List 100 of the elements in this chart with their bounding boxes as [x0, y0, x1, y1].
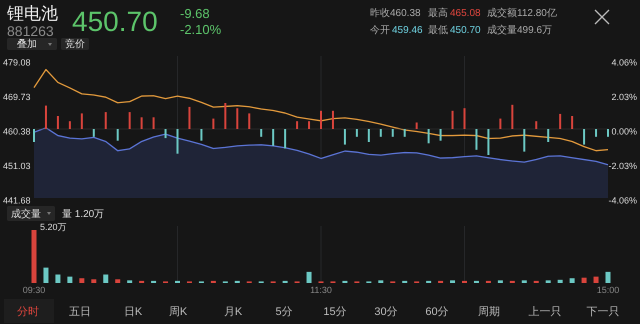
- bar: [79, 278, 84, 283]
- bar: [236, 108, 238, 129]
- y2-tick-label: 2.03%: [611, 92, 637, 102]
- bar: [152, 117, 155, 129]
- bar: [80, 113, 83, 129]
- bar: [378, 280, 384, 283]
- bar: [188, 106, 190, 129]
- bar: [68, 121, 71, 129]
- bar: [368, 129, 370, 142]
- y2-tick-label: -2.03%: [608, 161, 637, 171]
- text: -2.10%: [180, 22, 222, 37]
- bar: [356, 129, 358, 137]
- bar: [498, 280, 503, 283]
- text: 成交量: [11, 208, 41, 220]
- bar: [475, 129, 478, 150]
- bar: [570, 278, 575, 283]
- x-tick-label: 11:30: [310, 285, 332, 295]
- bar: [452, 110, 454, 129]
- text: 量 1.20万: [62, 209, 104, 220]
- bar: [200, 129, 202, 141]
- bar: [164, 129, 167, 138]
- y2-tick-label: -4.06%: [608, 196, 637, 206]
- bar: [380, 129, 382, 137]
- text: 5分: [275, 306, 293, 318]
- y2-tick-label: 0.00%: [611, 126, 637, 136]
- bar: [260, 129, 262, 137]
- bar: [547, 129, 550, 142]
- x-tick-label: 15:00: [596, 285, 620, 295]
- bar: [104, 112, 107, 129]
- bar: [535, 121, 538, 129]
- text: 日K: [124, 306, 143, 318]
- bar: [499, 118, 502, 129]
- text: 竞价: [65, 38, 85, 50]
- bar: [56, 116, 59, 129]
- bar: [67, 276, 72, 283]
- y2-tick-label: 4.06%: [611, 58, 637, 68]
- text: 下一只: [586, 306, 620, 318]
- bar: [320, 110, 322, 129]
- text: 450.70: [72, 6, 158, 37]
- x-tick-label: 09:30: [22, 285, 46, 295]
- bar: [33, 129, 35, 142]
- bar: [248, 113, 250, 129]
- text: 叠加: [17, 38, 37, 50]
- bar: [296, 121, 298, 129]
- text: 成交额112.80亿: [487, 7, 557, 19]
- y-tick-label: 451.03: [3, 161, 31, 171]
- bar: [487, 129, 490, 155]
- bar: [55, 274, 60, 283]
- bar: [176, 129, 178, 154]
- bar: [140, 117, 143, 129]
- y-tick-label: 469.73: [3, 92, 31, 102]
- text: -9.68: [180, 6, 210, 21]
- bar: [558, 280, 563, 283]
- text: 30分: [374, 306, 398, 318]
- bar: [212, 118, 214, 129]
- bar: [404, 129, 406, 137]
- text: 五日: [69, 306, 91, 318]
- bar: [582, 278, 587, 283]
- bar: [583, 129, 586, 145]
- bar: [306, 272, 312, 283]
- text: 459.46: [392, 25, 424, 36]
- text: 最高: [428, 7, 448, 19]
- bar: [522, 280, 527, 283]
- text: 周K: [168, 306, 188, 318]
- bar: [44, 106, 47, 129]
- bar: [464, 108, 466, 129]
- bar: [116, 129, 119, 141]
- bar: [607, 129, 609, 137]
- bar: [511, 104, 514, 129]
- bar: [127, 280, 132, 283]
- bar: [606, 272, 610, 283]
- bar: [523, 129, 526, 152]
- bar: [392, 129, 394, 137]
- bar: [571, 116, 574, 129]
- chart-title: 锂电池: [6, 4, 58, 23]
- bar: [440, 129, 442, 141]
- y-tick-label: 460.38: [3, 126, 31, 136]
- bar: [595, 129, 598, 137]
- bar: [91, 279, 96, 283]
- bar: [594, 276, 599, 283]
- y-tick-label: 479.08: [3, 58, 31, 68]
- bar: [332, 110, 334, 129]
- chart-subtitle: 881263: [7, 23, 54, 39]
- bar: [92, 129, 95, 137]
- bar: [43, 268, 48, 283]
- text: 465.08: [450, 8, 482, 19]
- bar: [115, 279, 120, 283]
- text: 上一只: [528, 305, 562, 318]
- bar: [284, 129, 286, 148]
- text: 15分: [323, 306, 347, 318]
- line-series: [33, 68, 609, 152]
- bar: [344, 129, 346, 145]
- bar: [559, 114, 562, 129]
- bar: [308, 121, 310, 129]
- bar: [416, 122, 418, 129]
- text: 今开: [370, 24, 390, 36]
- y-tick-label: 441.68: [3, 196, 31, 206]
- text: 最低: [428, 25, 448, 36]
- annotation: 5.20万: [40, 222, 67, 232]
- text: 分时: [17, 305, 39, 318]
